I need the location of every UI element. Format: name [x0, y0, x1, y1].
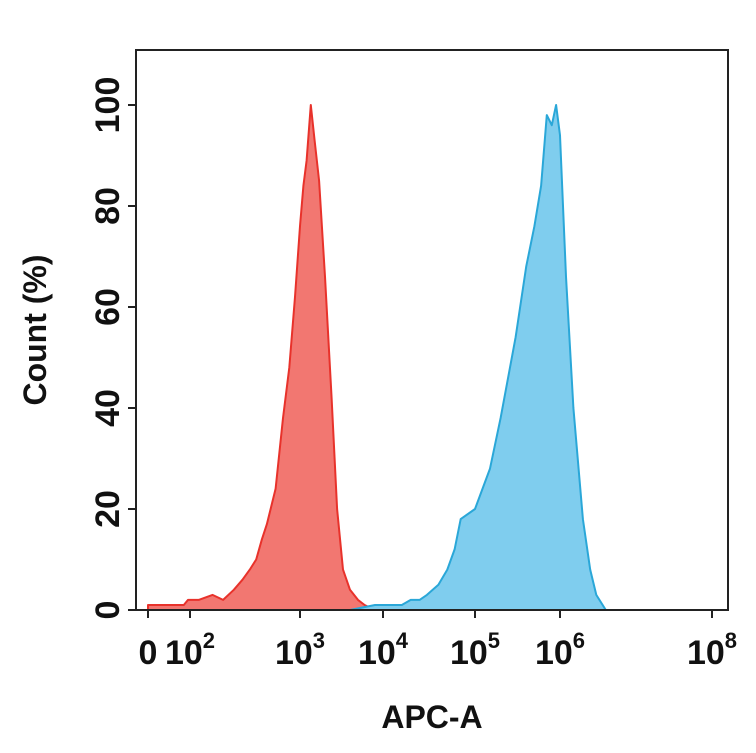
x-tick-label: 105 — [450, 628, 500, 672]
x-tick-label: 106 — [535, 628, 585, 672]
histogram-series — [147, 104, 607, 611]
x-tick-label: 108 — [687, 628, 737, 672]
x-axis-ticks: 0 102 103 104 105 106 108 — [139, 610, 737, 672]
y-axis-title: Count (%) — [17, 254, 53, 405]
plot-frame — [135, 49, 729, 611]
x-tick-label: 104 — [358, 628, 409, 672]
y-tick-label: 100 — [89, 77, 127, 134]
x-tick-label: 0 — [139, 634, 158, 672]
y-axis-ticks: 0 20 40 60 80 100 — [89, 77, 136, 620]
y-tick-label: 60 — [89, 288, 127, 326]
y-tick-label: 0 — [89, 601, 127, 620]
histogram-series-2 — [324, 104, 607, 611]
x-tick-label: 102 — [165, 628, 215, 672]
y-tick-label: 40 — [89, 389, 127, 427]
histogram-series-1 — [147, 104, 376, 611]
x-axis-title: APC-A — [381, 699, 482, 735]
y-tick-label: 80 — [89, 187, 127, 225]
y-tick-label: 20 — [89, 490, 127, 528]
x-tick-label: 103 — [275, 628, 325, 672]
